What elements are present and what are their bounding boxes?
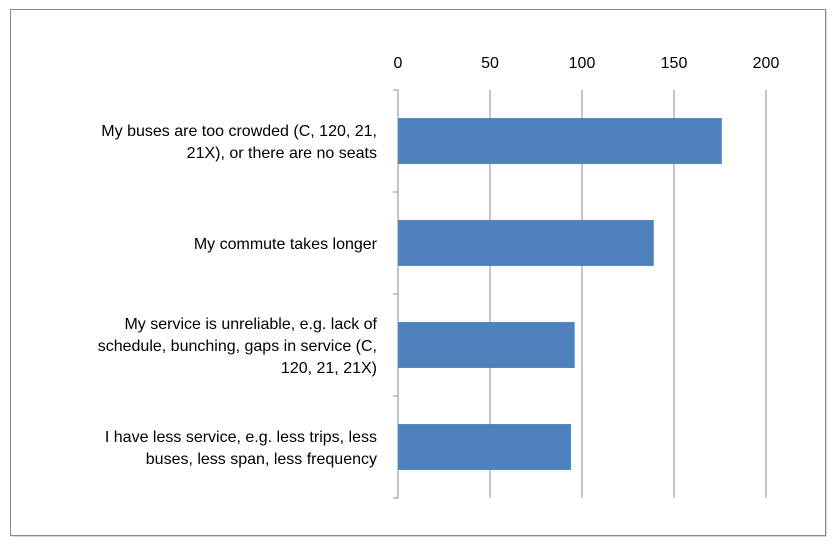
- category-label: I have less service, e.g. less trips, le…: [105, 429, 377, 468]
- category-label: My commute takes longer: [194, 236, 378, 253]
- category-label-line: buses, less span, less frequency: [146, 451, 377, 468]
- x-tick-label: 50: [481, 55, 499, 72]
- category-label-line: I have less service, e.g. less trips, le…: [105, 429, 377, 446]
- category-label-line: My buses are too crowded (C, 120, 21,: [101, 123, 377, 140]
- category-label: My service is unreliable, e.g. lack of sc…: [98, 316, 378, 377]
- bar: [398, 322, 575, 368]
- bar: [398, 220, 654, 266]
- chart-frame: 0 50 100 150 200 My buses are too crowded (C,…: [10, 9, 826, 536]
- bar: [398, 118, 722, 164]
- x-tick-label: 200: [753, 55, 780, 72]
- category-label: My buses are too crowded (C, 120, 21, 21X…: [101, 123, 377, 162]
- x-tick-label: 100: [569, 55, 596, 72]
- category-label-line: schedule, bunching, gaps in service (C,: [98, 338, 377, 355]
- category-label-line: 120, 21, 21X): [281, 360, 377, 377]
- bar: [398, 424, 571, 470]
- x-tick-label: 0: [394, 55, 403, 72]
- category-label-line: My service is unreliable, e.g. lack of: [124, 316, 377, 333]
- x-tick-label: 150: [661, 55, 688, 72]
- category-label-line: My commute takes longer: [194, 236, 378, 253]
- bar-chart: 0 50 100 150 200 My buses are too crowded (C,…: [98, 55, 780, 499]
- category-label-line: 21X), or there are no seats: [187, 145, 377, 162]
